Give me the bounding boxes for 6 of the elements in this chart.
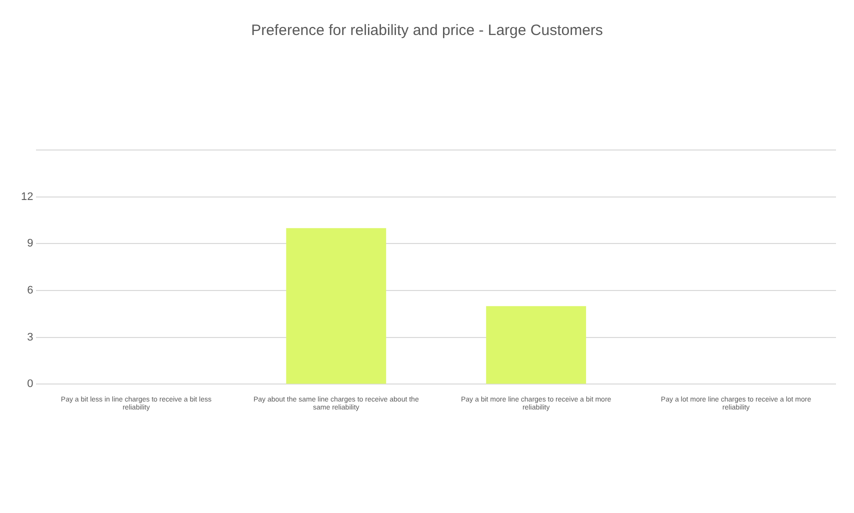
chart-title: Preference for reliability and price - Large Customers: [251, 22, 603, 40]
y-tick-label: 0: [27, 378, 34, 390]
y-tick-label: 9: [27, 238, 34, 250]
y-tick-label: 3: [27, 331, 34, 344]
y-tick-label: 6: [27, 284, 34, 297]
y-tick-label: 12: [20, 190, 34, 203]
